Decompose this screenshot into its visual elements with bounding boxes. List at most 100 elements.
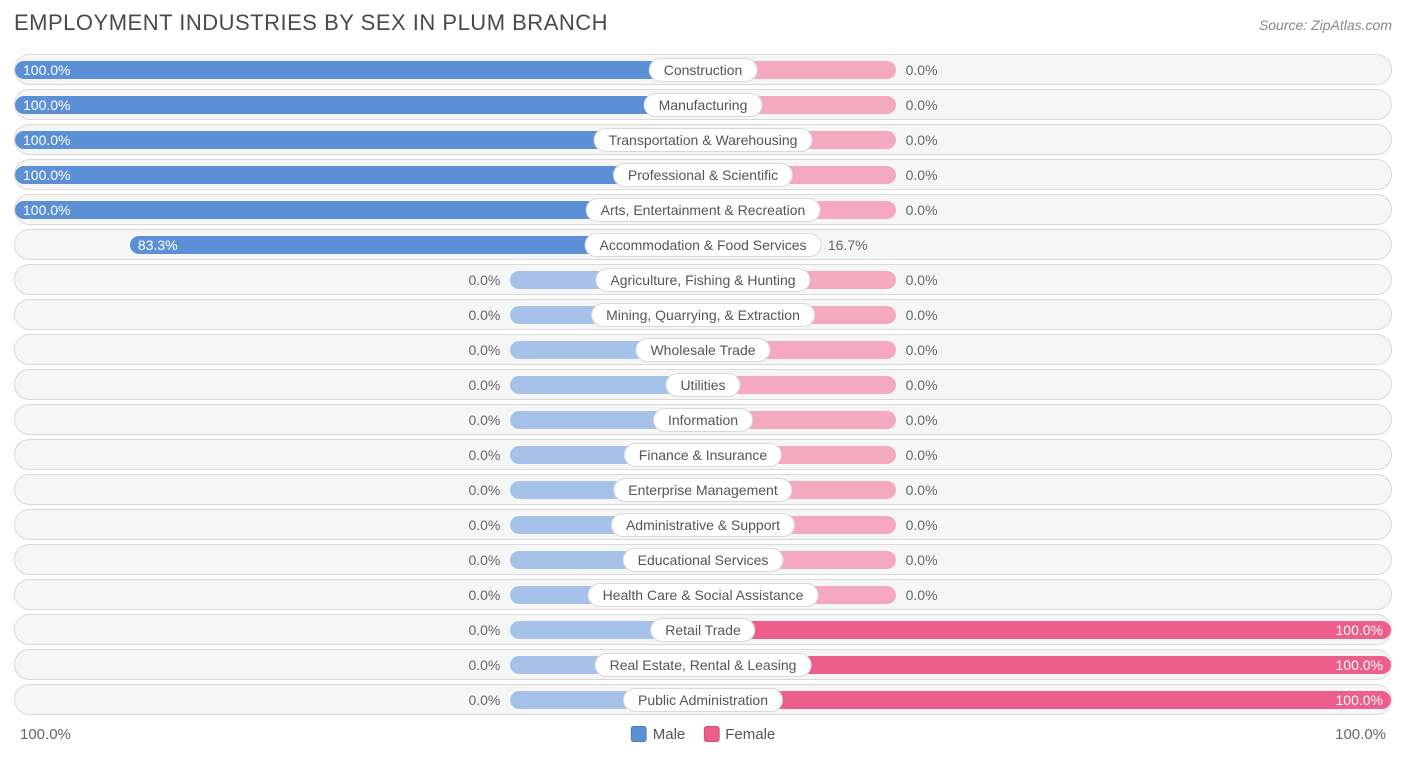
category-label: Construction [649,58,758,82]
female-half: 0.0% [703,370,1391,399]
male-value-label: 0.0% [468,657,510,673]
female-value-label: 0.0% [896,272,938,288]
category-label: Wholesale Trade [635,338,770,362]
female-bar: 100.0% [703,691,1391,709]
chart-row: 83.3% 16.7%Accommodation & Food Services [14,229,1392,260]
category-label: Manufacturing [644,93,763,117]
chart-header: EMPLOYMENT INDUSTRIES BY SEX IN PLUM BRA… [14,10,1392,36]
male-half: 0.0% [15,440,703,469]
female-value-label: 0.0% [896,447,938,463]
category-label: Public Administration [623,688,783,712]
chart-row: 0.0% 0.0% Agriculture, Fishing & Hunting [14,264,1392,295]
male-value-label: 100.0% [23,132,70,148]
category-label: Information [653,408,753,432]
male-half: 0.0% [15,475,703,504]
category-label: Administrative & Support [611,513,795,537]
female-value-label: 0.0% [896,62,938,78]
female-value-label: 0.0% [896,552,938,568]
chart-row: 0.0% 100.0% Real Estate, Rental & Leasing [14,649,1392,680]
male-bar: 100.0% [15,96,703,114]
chart-title: EMPLOYMENT INDUSTRIES BY SEX IN PLUM BRA… [14,10,608,36]
female-value-label: 0.0% [896,517,938,533]
category-label: Utilities [665,373,740,397]
female-value-label: 0.0% [896,202,938,218]
male-half: 0.0% [15,685,703,714]
male-bar: 100.0% [15,166,703,184]
male-value-label: 0.0% [468,692,510,708]
male-half: 100.0% [15,160,703,189]
male-value-label: 0.0% [468,447,510,463]
male-value-label: 0.0% [468,552,510,568]
male-bar: 100.0% [15,61,703,79]
female-bar: 100.0% [703,621,1391,639]
legend-swatch [703,726,719,742]
male-half: 0.0% [15,510,703,539]
male-value-label: 100.0% [23,97,70,113]
chart-row: 100.0% 0.0% Arts, Entertainment & Recreati… [14,194,1392,225]
male-value-label: 100.0% [23,62,70,78]
female-value-label: 100.0% [1336,692,1383,708]
chart-row: 0.0% 0.0% Utilities [14,369,1392,400]
male-half: 0.0% [15,370,703,399]
legend-item: Male [631,726,686,743]
male-half: 0.0% [15,405,703,434]
female-value-label: 0.0% [896,482,938,498]
male-value-label: 100.0% [23,167,70,183]
chart-row: 100.0% 0.0% Construction [14,54,1392,85]
female-half: 0.0% [703,335,1391,364]
category-label: Mining, Quarrying, & Extraction [591,303,815,327]
chart-row: 0.0%0.0%Administrative & Support [14,509,1392,540]
chart-row: 0.0% 0.0% Enterprise Management [14,474,1392,505]
male-half: 100.0% [15,90,703,119]
chart-row: 100.0%0.0%Manufacturing [14,89,1392,120]
chart-row: 0.0% 100.0% Retail Trade [14,614,1392,645]
female-value-label: 100.0% [1336,657,1383,673]
male-value-label: 100.0% [23,202,70,218]
female-value-label: 16.7% [818,237,868,253]
category-label: Retail Trade [650,618,755,642]
chart-footer: 100.0% MaleFemale 100.0% [14,723,1392,745]
female-value-label: 0.0% [896,167,938,183]
female-half: 100.0% [703,615,1391,644]
female-value-label: 0.0% [896,377,938,393]
legend-label: Male [653,726,686,743]
female-value-label: 0.0% [896,587,938,603]
female-half: 0.0% [703,160,1391,189]
female-half: 100.0% [703,685,1391,714]
male-value-label: 0.0% [468,377,510,393]
legend: MaleFemale [631,726,776,743]
category-label: Real Estate, Rental & Leasing [595,653,812,677]
chart-row: 0.0%0.0%Information [14,404,1392,435]
female-value-label: 0.0% [896,342,938,358]
category-label: Agriculture, Fishing & Hunting [595,268,810,292]
category-label: Finance & Insurance [624,443,782,467]
female-half: 0.0% [703,405,1391,434]
female-value-label: 0.0% [896,132,938,148]
female-value-label: 100.0% [1336,622,1383,638]
chart-row: 100.0% 0.0% Transportation & Warehousing [14,124,1392,155]
category-label: Arts, Entertainment & Recreation [586,198,821,222]
male-half: 0.0% [15,545,703,574]
category-label: Health Care & Social Assistance [588,583,819,607]
chart-row: 0.0% 0.0% Wholesale Trade [14,334,1392,365]
axis-label-left: 100.0% [20,726,71,743]
male-value-label: 0.0% [468,272,510,288]
chart-row: 0.0% 0.0% Educational Services [14,544,1392,575]
female-value-label: 0.0% [896,412,938,428]
female-half: 0.0% [703,545,1391,574]
male-half: 100.0% [15,55,703,84]
male-value-label: 0.0% [468,587,510,603]
axis-label-right: 100.0% [1335,726,1386,743]
category-label: Professional & Scientific [613,163,793,187]
male-value-label: 0.0% [468,342,510,358]
female-value-label: 0.0% [896,307,938,323]
chart-row: 100.0% 0.0% Professional & Scientific [14,159,1392,190]
male-half: 0.0% [15,615,703,644]
category-label: Accommodation & Food Services [585,233,822,257]
category-label: Transportation & Warehousing [594,128,813,152]
male-value-label: 0.0% [468,482,510,498]
male-value-label: 83.3% [138,237,178,253]
female-half: 0.0% [703,440,1391,469]
category-label: Educational Services [623,548,784,572]
category-label: Enterprise Management [613,478,792,502]
